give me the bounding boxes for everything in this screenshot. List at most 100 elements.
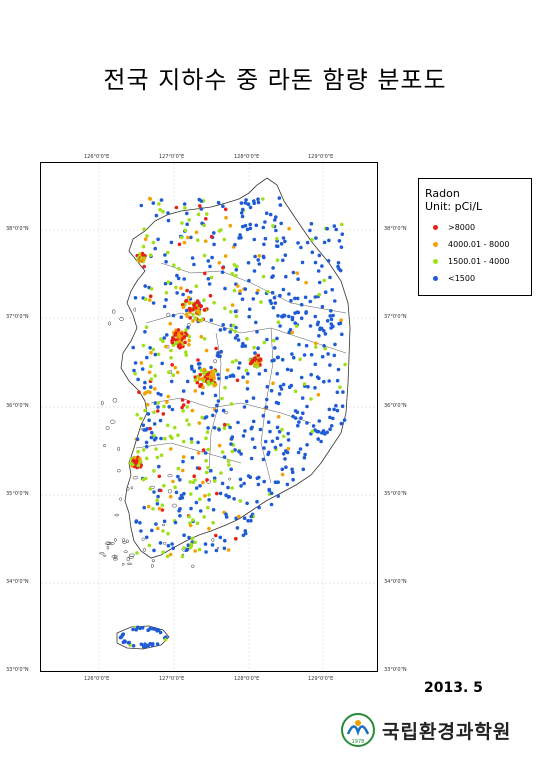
sample-point: [133, 296, 138, 300]
sample-point: [235, 378, 240, 383]
sample-point: [242, 481, 246, 486]
sample-point: [147, 543, 152, 548]
sample-point: [206, 379, 211, 384]
sample-point: [230, 449, 235, 454]
sample-point: [287, 330, 291, 335]
sample-point: [184, 308, 189, 313]
sample-point: [247, 314, 251, 319]
sample-point: [181, 305, 186, 309]
sample-point: [293, 416, 298, 420]
sample-point: [244, 399, 249, 404]
sample-point: [177, 339, 182, 343]
sample-point: [227, 463, 231, 467]
sample-point: [244, 198, 248, 202]
sample-point: [194, 486, 199, 490]
sample-point: [209, 275, 214, 280]
sample-point: [164, 260, 168, 264]
sample-point: [277, 196, 282, 200]
sample-point: [248, 222, 252, 227]
sample-point: [270, 439, 275, 444]
sample-point: [313, 260, 318, 265]
sample-point: [323, 290, 328, 294]
graticule-label: 127°0'0"E: [159, 676, 185, 682]
sample-point: [162, 404, 166, 409]
sample-point: [196, 451, 201, 455]
sample-point: [220, 270, 225, 274]
sample-point: [216, 399, 221, 403]
sample-point: [177, 267, 181, 271]
sample-point: [247, 278, 251, 283]
legend-label: <1500: [448, 274, 476, 283]
sample-point: [154, 522, 158, 526]
sample-point: [228, 310, 233, 314]
sample-point: [162, 304, 167, 309]
sample-point: [240, 214, 245, 219]
sample-point: [176, 344, 181, 349]
sample-point: [251, 297, 256, 301]
sample-point: [140, 626, 145, 630]
sample-point: [136, 377, 140, 382]
sample-point: [224, 375, 229, 380]
sample-point: [266, 289, 270, 294]
sample-point: [159, 198, 164, 202]
sample-point: [194, 500, 199, 505]
sample-point: [195, 380, 200, 385]
sample-point: [217, 261, 222, 265]
sample-point: [229, 402, 234, 406]
sample-point: [153, 352, 158, 357]
sample-point: [219, 349, 223, 354]
sample-point: [289, 383, 294, 388]
sample-point: [141, 423, 146, 428]
sample-point: [165, 250, 170, 255]
sample-point: [317, 334, 321, 338]
sample-point: [204, 436, 208, 441]
sample-point: [305, 240, 310, 245]
sample-point: [169, 240, 174, 245]
sample-point: [252, 199, 256, 203]
sample-point: [144, 440, 149, 445]
sample-point: [171, 373, 176, 377]
map-frame: [40, 162, 378, 672]
sample-point: [180, 221, 184, 225]
sample-point: [337, 239, 342, 243]
sample-point: [160, 361, 164, 366]
sample-point: [182, 277, 186, 281]
sample-point: [235, 333, 239, 338]
sample-point: [320, 304, 325, 309]
sample-point: [305, 443, 309, 447]
sample-point: [153, 373, 157, 378]
sample-point: [223, 306, 227, 311]
sample-point: [244, 368, 249, 373]
sample-point: [169, 379, 174, 384]
sample-point: [135, 551, 139, 555]
sample-point: [183, 340, 187, 345]
graticule-label: 129°0'0"E: [308, 154, 334, 160]
sample-point: [180, 398, 185, 402]
sample-point: [203, 451, 208, 455]
sample-point: [216, 200, 221, 205]
sample-point: [133, 371, 137, 376]
sample-point: [179, 235, 184, 240]
sample-point: [234, 516, 238, 521]
sample-point: [264, 405, 269, 409]
sample-point: [210, 255, 214, 260]
sample-point: [196, 212, 201, 217]
sample-point: [201, 480, 205, 485]
sample-point: [207, 493, 211, 497]
sample-point: [211, 372, 216, 377]
sample-point: [145, 355, 149, 360]
sample-point: [156, 494, 160, 499]
sample-point: [222, 327, 227, 331]
sample-point: [161, 529, 165, 533]
sample-point: [148, 487, 153, 491]
sample-point: [178, 335, 182, 339]
sample-point: [222, 546, 227, 551]
sample-point: [257, 505, 261, 510]
sample-point: [141, 477, 146, 482]
sample-point: [253, 445, 257, 450]
sample-point: [181, 389, 186, 393]
sample-point: [150, 642, 154, 647]
sample-point: [148, 426, 152, 431]
graticule-label: 35°0'0"N: [6, 491, 29, 497]
sample-point: [317, 292, 322, 297]
